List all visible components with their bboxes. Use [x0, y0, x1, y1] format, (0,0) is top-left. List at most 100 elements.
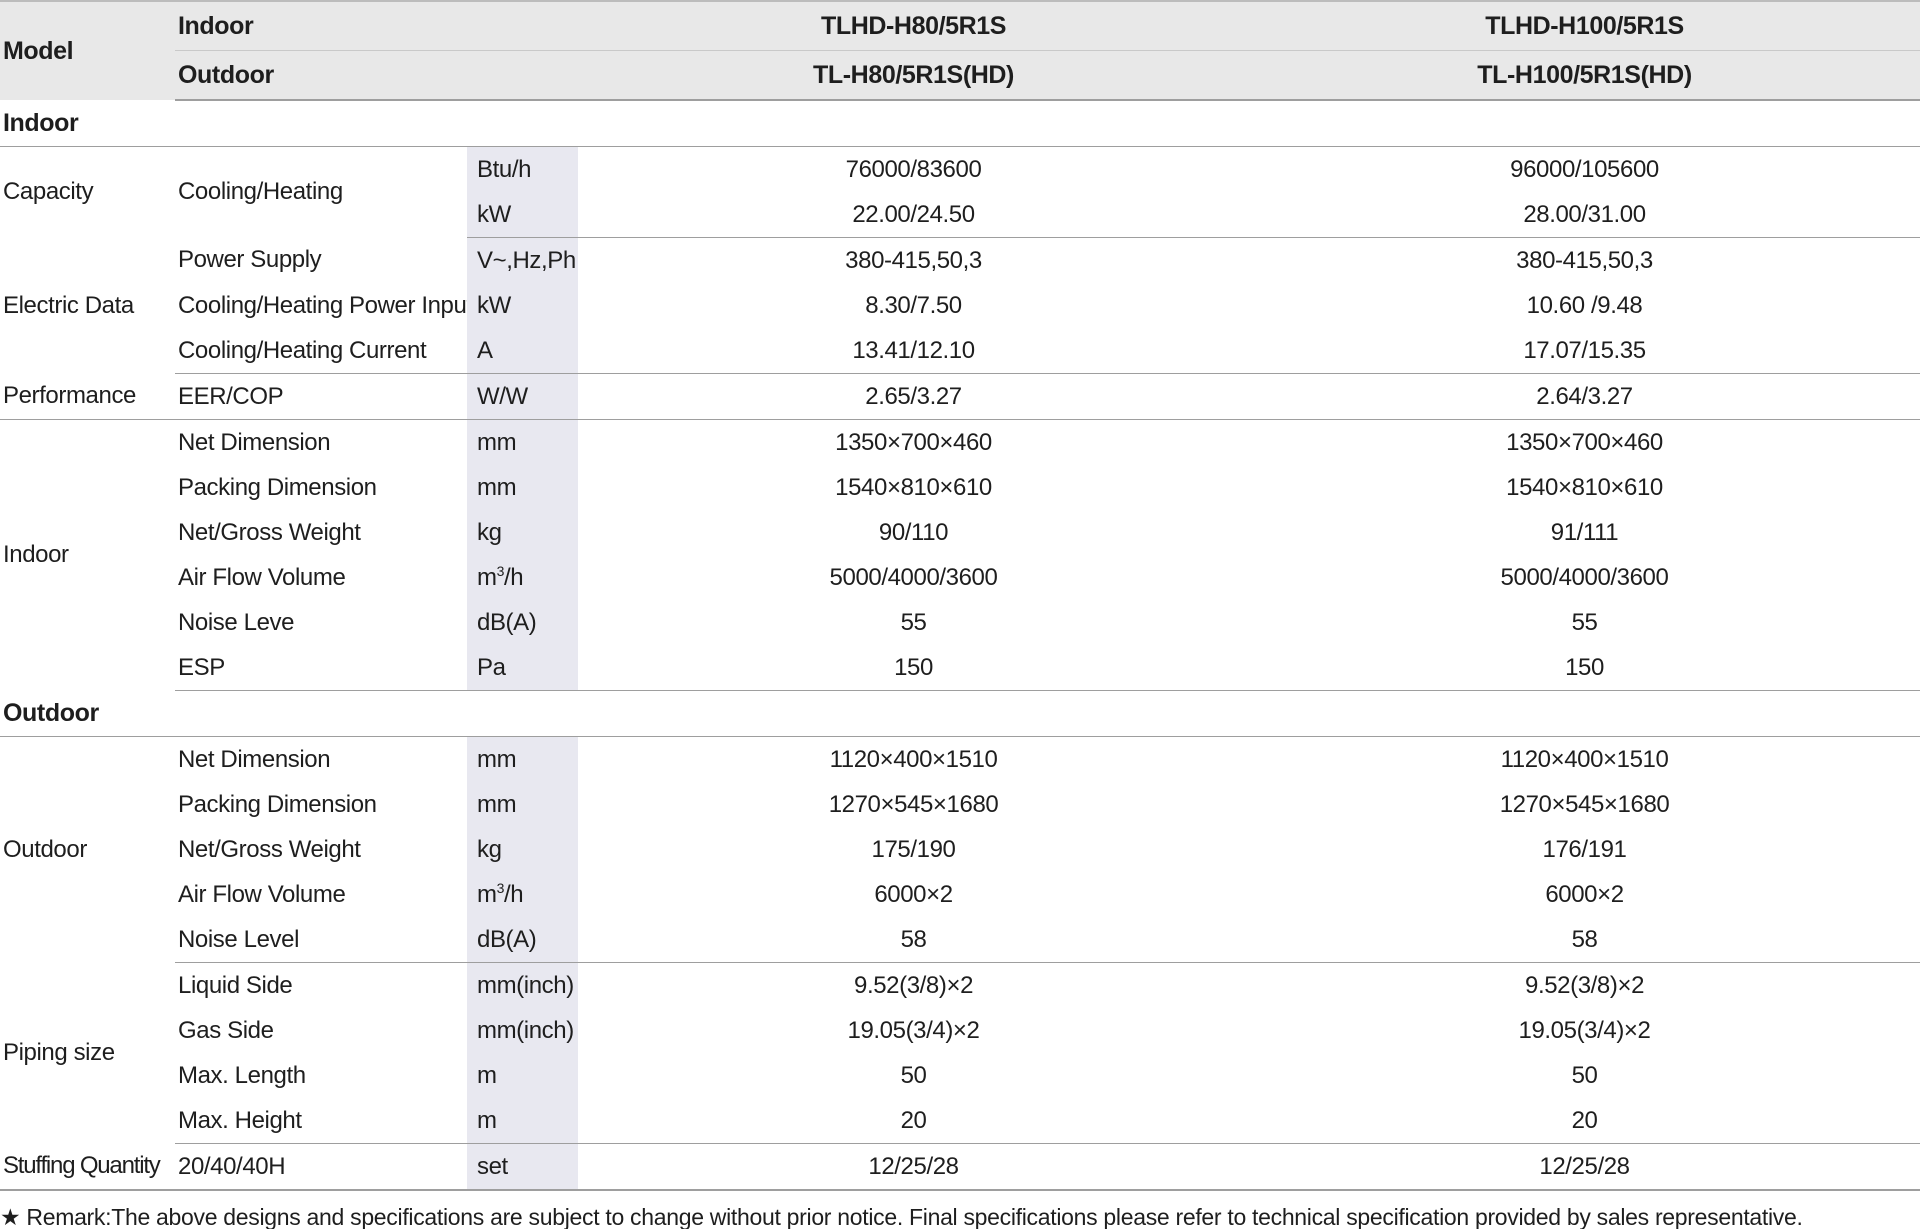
table-row: Air Flow Volume m3/h 6000×2 6000×2	[0, 872, 1920, 917]
param-cell: Air Flow Volume	[178, 563, 346, 591]
table-row: Performance EER/COP W/W 2.65/3.27 2.64/3…	[0, 373, 1920, 420]
table-row: Indoor Net Dimension mm 1350×700×460 135…	[0, 419, 1920, 568]
value-model-1: 150	[578, 645, 1250, 691]
param-cell: Power Supply	[178, 246, 322, 274]
table-row: Packing Dimension mm 1540×810×610 1540×8…	[0, 465, 1920, 510]
table-row: Packing Dimension mm 1270×545×1680 1270×…	[0, 782, 1920, 827]
value-model-1: 58	[578, 917, 1250, 963]
value-model-2: 1120×400×1510	[1500, 745, 1669, 773]
table-row: Noise Level dB(A) 58 58	[0, 917, 1920, 963]
param-cell: Max. Height	[175, 1098, 467, 1144]
value-model-1: 1540×810×610	[835, 473, 992, 501]
table-row: ESP Pa 150 150	[0, 645, 1920, 691]
value-model-1: 175/190	[871, 835, 956, 863]
value-model-1: 76000/83600	[845, 155, 982, 183]
group-indoor: Indoor	[3, 541, 69, 569]
value-model-1: 50	[900, 1061, 927, 1089]
unit-cell: set	[467, 1143, 579, 1191]
header-indoor-label: Indoor	[175, 0, 579, 51]
value-model-2: 9.52(3/8)×2	[1525, 971, 1645, 999]
param-cell: Gas Side	[178, 1016, 274, 1044]
value-model-2: 176/191	[1542, 835, 1627, 863]
unit-cell: mm	[467, 736, 579, 782]
spec-table: Model Indoor TLHD-H80/5R1S TLHD-H100/5R1…	[0, 0, 1920, 1191]
unit-cell: kg	[467, 510, 579, 555]
model-label: Model	[0, 0, 175, 100]
unit-superscript: 3	[496, 879, 505, 896]
table-row: Cooling/Heating Current A 13.41/12.10 17…	[0, 328, 1920, 374]
value-model-2: 28.00/31.00	[1249, 192, 1920, 238]
value-model-2: 96000/105600	[1510, 155, 1659, 183]
value-model-1: 20	[578, 1098, 1250, 1144]
table-row: Electric Data Power Supply V~,Hz,Ph 380-…	[0, 237, 1920, 319]
unit-cell: dB(A)	[467, 917, 579, 963]
unit-cell: m3/h	[467, 872, 579, 917]
header-row-outdoor: Outdoor TL-H80/5R1S(HD) TL-H100/5R1S(HD)	[0, 50, 1920, 101]
unit-cell: Btu/h	[467, 146, 579, 192]
value-model-1: 90/110	[878, 518, 949, 546]
value-model-1: 13.41/12.10	[578, 328, 1250, 374]
value-model-1: 22.00/24.50	[578, 192, 1250, 238]
value-model-2: 20	[1249, 1098, 1920, 1144]
unit-cell: kW	[467, 192, 579, 238]
param-cell: Packing Dimension	[178, 790, 377, 818]
table-row: Net/Gross Weight kg 90/110 91/111	[0, 510, 1920, 555]
unit-superscript: 3	[496, 562, 505, 579]
section-outdoor: Outdoor	[0, 690, 1920, 737]
unit-cell: mm(inch)	[467, 962, 579, 1008]
group-piping: Piping size	[3, 1039, 115, 1066]
unit-base: m	[477, 563, 497, 591]
value-model-2: 19.05(3/4)×2	[1518, 1016, 1651, 1044]
value-model-2: 12/25/28	[1249, 1143, 1920, 1191]
value-model-2: 17.07/15.35	[1249, 328, 1920, 374]
param-cell: Cooling/Heating Current	[175, 328, 467, 374]
value-model-1: 1350×700×460	[835, 428, 992, 456]
unit-cell: m	[467, 1053, 579, 1098]
value-model-1: 8.30/7.50	[865, 291, 962, 319]
value-model-1: 12/25/28	[578, 1143, 1250, 1191]
indoor-model-1: TLHD-H80/5R1S	[578, 0, 1250, 51]
table-row: Max. Height m 20 20	[0, 1098, 1920, 1144]
param-cell: Packing Dimension	[178, 473, 377, 501]
table-row: Outdoor Net Dimension mm 1120×400×1510 1…	[0, 736, 1920, 863]
indoor-model-2: TLHD-H100/5R1S	[1249, 0, 1920, 51]
group-outdoor: Outdoor	[3, 835, 87, 863]
value-model-1: 1120×400×1510	[829, 745, 998, 773]
param-cell: Net Dimension	[178, 428, 331, 456]
param-cell: Cooling/Heating Power Input	[178, 291, 467, 319]
unit-cell: mm	[467, 782, 579, 827]
unit-tail: /h	[503, 563, 524, 591]
param-cell: Net/Gross Weight	[178, 835, 361, 863]
table-row: Gas Side mm(inch) 19.05(3/4)×2 19.05(3/4…	[0, 1008, 1920, 1053]
table-row: Stuffing Quantity 20/40/40H set 12/25/28…	[0, 1143, 1920, 1191]
unit-cell: kW	[467, 283, 579, 328]
table-row: Piping size Liquid Side mm(inch) 9.52(3/…	[0, 962, 1920, 1066]
value-model-1: 19.05(3/4)×2	[847, 1016, 980, 1044]
value-model-2: 55	[1571, 608, 1598, 636]
param-cell: EER/COP	[175, 373, 467, 420]
unit-cell: dB(A)	[467, 600, 579, 645]
value-model-2: 150	[1249, 645, 1920, 691]
param-cooling-heating: Cooling/Heating	[178, 178, 343, 206]
unit-cell: kg	[467, 827, 579, 872]
remark-note: ★ Remark:The above designs and specifica…	[0, 1204, 1803, 1229]
param-cell: ESP	[175, 645, 467, 691]
table-row: Air Flow Volume m3/h 5000/4000/3600 5000…	[0, 555, 1920, 600]
param-cell: Air Flow Volume	[178, 880, 346, 908]
group-capacity: Capacity	[3, 178, 94, 206]
value-model-2: 1350×700×460	[1506, 428, 1663, 456]
group-electric: Electric Data	[3, 291, 134, 319]
value-model-2: 1540×810×610	[1506, 473, 1663, 501]
value-model-2: 58	[1249, 917, 1920, 963]
unit-tail: /h	[503, 880, 524, 908]
unit-base: m	[477, 880, 497, 908]
value-model-1: 2.65/3.27	[578, 373, 1250, 420]
value-model-1: 1270×545×1680	[828, 790, 999, 818]
unit-cell: mm	[467, 419, 579, 465]
table-row: Max. Length m 50 50	[0, 1053, 1920, 1098]
header-outdoor-label: Outdoor	[175, 50, 579, 101]
param-cell: Max. Length	[178, 1061, 306, 1089]
table-row: Net/Gross Weight kg 175/190 176/191	[0, 827, 1920, 872]
value-model-2: 380-415,50,3	[1516, 246, 1653, 274]
value-model-1: 55	[900, 608, 927, 636]
